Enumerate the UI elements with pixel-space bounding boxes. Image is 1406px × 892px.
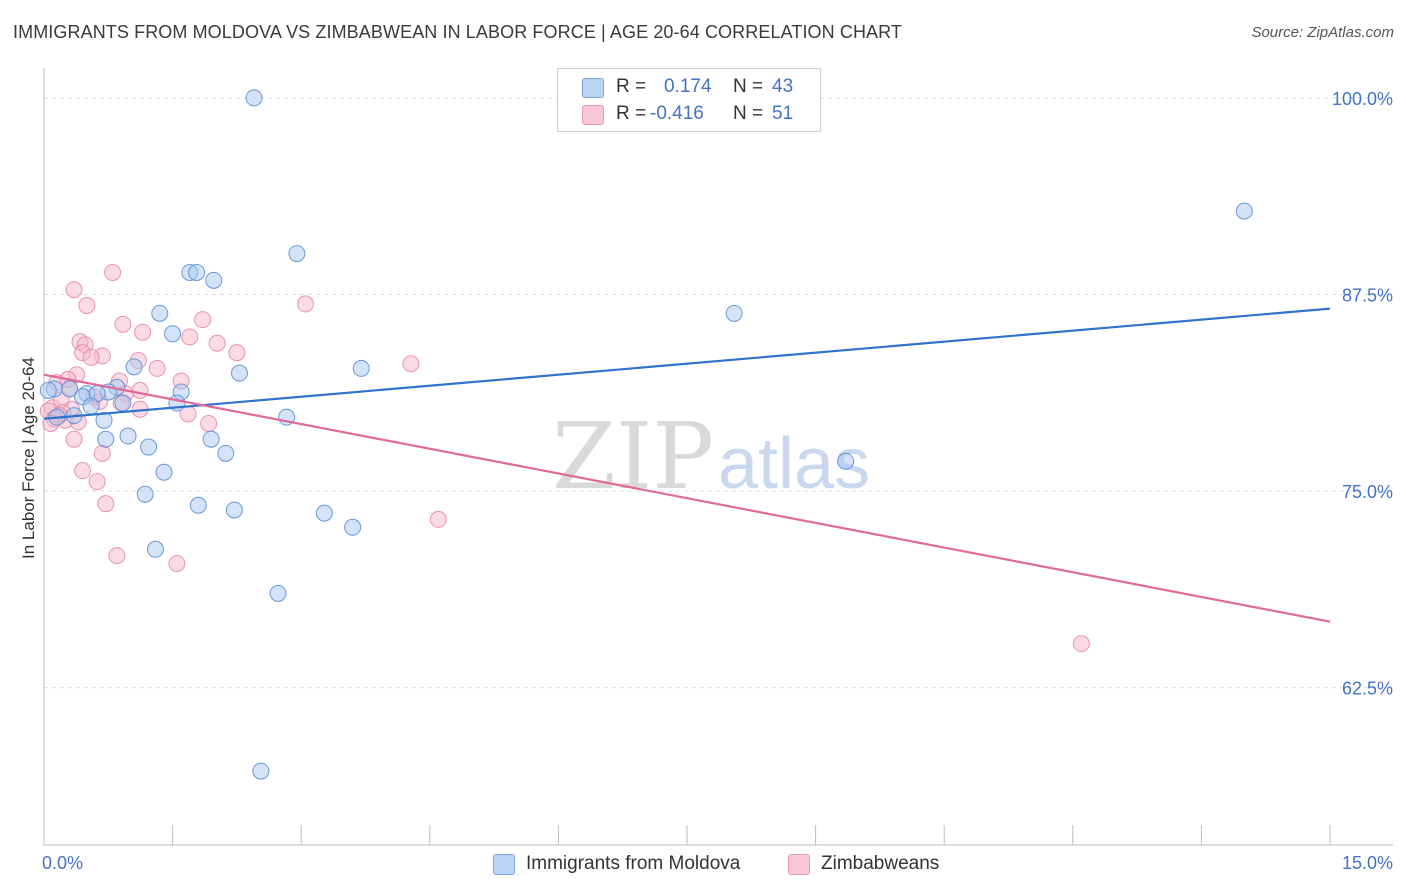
moldova-point	[39, 381, 57, 399]
y-tick-label: 62.5%	[1342, 679, 1393, 699]
zimbabwean-point	[104, 263, 122, 281]
zimbabwean-point	[82, 348, 100, 366]
zimbabwean-point	[1072, 635, 1090, 653]
gridlines	[44, 97, 1393, 689]
moldova-point	[269, 584, 287, 602]
trend-lines	[43, 307, 1331, 623]
legend-r-label: R =	[616, 76, 647, 97]
zimbabwean-point	[208, 334, 226, 352]
moldova-point	[217, 444, 235, 462]
moldova-point	[288, 245, 306, 263]
y-tick-label: 87.5%	[1342, 285, 1393, 305]
moldova-point	[95, 411, 113, 429]
zimbabwean-point	[88, 473, 106, 491]
moldova-point	[119, 427, 137, 445]
moldova-point	[188, 263, 206, 281]
moldova-point	[136, 485, 154, 503]
tick-labels: 100.0% 87.5% 75.0% 62.5% 0.0% 15.0%	[42, 89, 1393, 873]
moldova-point	[205, 271, 223, 289]
x-tick-label: 15.0%	[1342, 853, 1393, 873]
legend-r-value: -0.416	[650, 103, 704, 124]
zimbabwean-point	[134, 323, 152, 341]
watermark-zip: ZIP	[552, 403, 714, 510]
moldova-point	[725, 304, 743, 322]
moldova-point	[837, 452, 855, 470]
bottom-legend-label: Zimbabweans	[821, 853, 940, 874]
moldova-point	[202, 430, 220, 448]
moldova-point	[315, 504, 333, 522]
axes	[43, 68, 1393, 846]
bottom-legend-swatch-blue	[493, 854, 515, 875]
zimbabwean-point	[296, 295, 314, 313]
moldova-point	[245, 89, 263, 107]
bottom-legend-swatch-pink	[788, 854, 810, 875]
y-tick-label: 75.0%	[1342, 482, 1393, 502]
moldova-point	[189, 496, 207, 514]
zimbabwean-point	[228, 344, 246, 362]
moldova-point	[1235, 202, 1253, 220]
source-credit: Source: ZipAtlas.com	[1251, 24, 1394, 41]
moldova-point	[146, 540, 164, 558]
zimbabwean-point	[168, 554, 186, 572]
zimbabwean-point	[194, 311, 212, 329]
moldova-point	[225, 501, 243, 519]
moldova-point	[352, 359, 370, 377]
moldova-point	[155, 463, 173, 481]
moldova-point	[97, 430, 115, 448]
moldova-point	[151, 304, 169, 322]
zimbabwean-point	[181, 328, 199, 346]
zimbabwean-point	[200, 414, 218, 432]
y-tick-label: 100.0%	[1332, 89, 1393, 109]
zimbabwean-point	[429, 510, 447, 528]
moldova-point	[252, 762, 270, 780]
chart-title: IMMIGRANTS FROM MOLDOVA VS ZIMBABWEAN IN…	[13, 22, 903, 42]
legend-n-value: 43	[772, 76, 794, 97]
zimbabwean-point	[131, 381, 149, 399]
bottom-legend-label: Immigrants from Moldova	[526, 853, 741, 874]
zimbabwean-point	[65, 281, 83, 299]
moldova-trend-line	[43, 307, 1331, 420]
series-moldova-points	[39, 89, 1253, 780]
moldova-point	[344, 518, 362, 536]
correlation-legend: R = 0.174 N = 43 R = -0.416 N = 51	[557, 68, 821, 132]
zimbabwean-point	[148, 359, 166, 377]
moldova-point	[82, 397, 100, 415]
legend-r-label: R =	[616, 103, 647, 124]
moldova-point	[164, 325, 182, 343]
legend-swatch-blue	[582, 78, 604, 98]
legend-n-value: 51	[772, 103, 794, 124]
legend-swatch-pink	[582, 105, 604, 125]
moldova-point	[125, 358, 143, 376]
zimbabwean-point	[108, 547, 126, 565]
moldova-point	[140, 438, 158, 456]
zimbabwean-point	[78, 296, 96, 314]
legend-n-label: N =	[733, 76, 764, 97]
zimbabwean-point	[97, 495, 115, 513]
zimbabwean-point	[74, 462, 92, 480]
zimbabwean-trend-line	[43, 373, 1331, 623]
zimbabwean-point	[114, 315, 132, 333]
zimbabwean-point	[93, 444, 111, 462]
watermark: ZIP atlas	[552, 403, 870, 510]
x-tick-label: 0.0%	[42, 853, 83, 873]
moldova-point	[114, 394, 132, 412]
legend-r-value: 0.174	[664, 76, 712, 97]
zimbabwean-point	[65, 430, 83, 448]
legend-n-label: N =	[733, 103, 764, 124]
moldova-point	[230, 364, 248, 382]
zimbabwean-point	[402, 355, 420, 373]
